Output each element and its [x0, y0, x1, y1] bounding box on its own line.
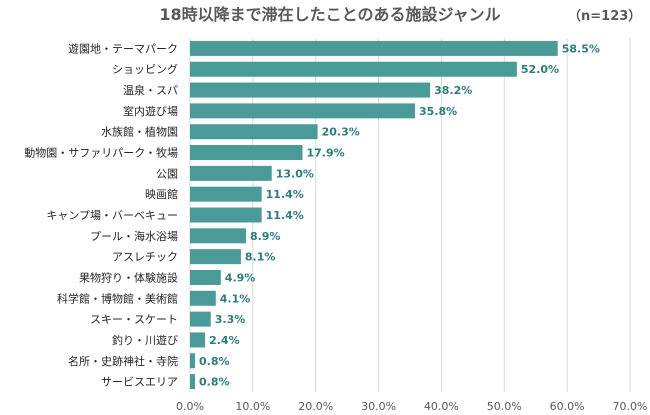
value-label: 11.4% [266, 209, 304, 222]
category-label: 水族館・植物園 [101, 125, 178, 139]
x-tick-label: 0.0% [176, 400, 204, 413]
bar [190, 269, 221, 285]
value-label: 35.8% [419, 105, 457, 118]
value-label: 4.9% [225, 271, 256, 284]
value-labels: 58.5%52.0% 38.2% 35.8% 20.3% 17.9% 13.0% 11.4%… [199, 42, 600, 388]
bar [190, 228, 246, 244]
bar [190, 186, 262, 202]
bar [190, 332, 206, 348]
bars [190, 40, 558, 390]
category-label: プール・海水浴場 [90, 229, 178, 243]
bar [190, 61, 517, 77]
category-label: ショッピング [112, 62, 178, 76]
sample-size-note: （n=123） [568, 8, 641, 24]
bar [190, 165, 272, 181]
value-label: 4.1% [220, 292, 251, 305]
value-label: 8.1% [245, 251, 276, 264]
value-label: 11.4% [266, 188, 304, 201]
category-label: 名所・史跡神社・寺院 [68, 354, 178, 368]
bar [190, 40, 558, 56]
category-label: スキー・スケート [90, 313, 178, 326]
x-tick-label: 50.0% [487, 400, 522, 413]
value-label: 8.9% [250, 230, 281, 243]
value-label: 2.4% [209, 334, 240, 347]
category-labels: 遊園地・テーマパークショッピング温泉・スパ室内遊び場水族館・植物園動物園・サファ… [24, 41, 178, 388]
bar [190, 290, 216, 306]
x-tick-label: 60.0% [550, 400, 585, 413]
value-label: 20.3% [322, 126, 360, 139]
bar [190, 353, 196, 369]
category-label: 室内遊び場 [123, 104, 178, 118]
bar [190, 82, 431, 98]
value-label: 52.0% [521, 63, 559, 76]
x-axis-ticks: 0.0% 10.0% 20.0% 30.0% 40.0% 50.0% 60.0% 70.0% [176, 400, 647, 413]
bar [190, 207, 262, 223]
category-label: 果物狩り・体験施設 [79, 270, 178, 284]
value-label: 58.5% [562, 42, 600, 55]
x-tick-label: 30.0% [361, 400, 396, 413]
category-label: 温泉・スパ [123, 83, 178, 97]
bar [190, 374, 196, 390]
category-label: 公園 [156, 167, 178, 180]
value-label: 0.8% [199, 376, 230, 389]
value-label: 17.9% [307, 147, 345, 160]
bar [190, 145, 303, 161]
bar [190, 103, 416, 119]
value-label: 38.2% [434, 84, 472, 97]
bar [190, 311, 211, 327]
bar [190, 249, 241, 265]
category-label: 動物園・サファリパーク・牧場 [24, 146, 178, 160]
category-label: 遊園地・テーマパーク [68, 41, 178, 55]
bar [190, 124, 318, 140]
chart-title: 18時以降まで滞在したことのある施設ジャンル [159, 5, 500, 24]
x-tick-label: 20.0% [298, 400, 333, 413]
category-label: アスレチック [112, 251, 178, 264]
x-tick-label: 70.0% [613, 400, 648, 413]
value-label: 13.0% [276, 167, 314, 180]
value-label: 0.8% [199, 355, 230, 368]
category-label: サービスエリア [101, 376, 178, 389]
category-label: 釣り・川遊び [112, 333, 178, 347]
category-label: キャンプ場・バーベキュー [46, 209, 178, 222]
x-tick-label: 10.0% [235, 400, 270, 413]
x-tick-label: 40.0% [424, 400, 459, 413]
category-label: 科学館・博物館・美術館 [57, 291, 178, 305]
value-label: 3.3% [215, 313, 246, 326]
category-label: 映画館 [145, 187, 178, 201]
